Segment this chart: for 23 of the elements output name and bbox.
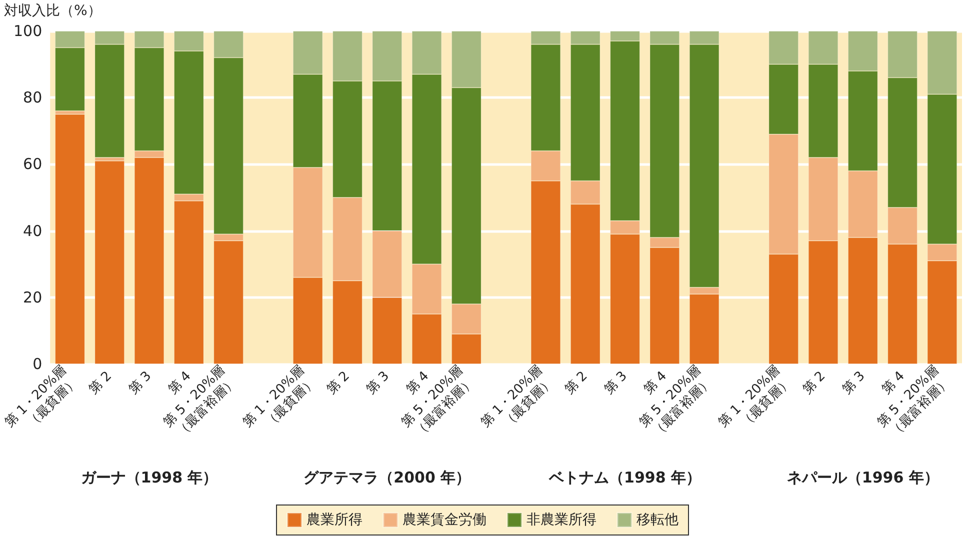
x-tick-label: 第 3: [602, 368, 630, 398]
legend-label: 移転他: [636, 512, 678, 528]
x-tick-label: 第 2: [800, 368, 829, 398]
x-tick-label: 第 3: [126, 368, 155, 398]
text: ガーナ（1998 年）: [80, 468, 218, 486]
x-tick-label: 第 2: [324, 368, 353, 398]
y-axis-title: 対収入比（%）: [4, 3, 102, 19]
legend-label: 農業所得: [306, 512, 362, 528]
y-tick-label: 80: [23, 88, 42, 107]
y-tick-label: 100: [13, 22, 42, 40]
legend-label: 非農業所得: [526, 512, 596, 528]
text: グアテマラ（2000 年）: [304, 468, 471, 486]
y-tick-label: 40: [23, 222, 42, 240]
y-tick-label: 0: [32, 355, 42, 373]
x-tick-label: 第 2: [86, 368, 115, 398]
y-tick-label: 60: [23, 155, 42, 174]
text: ネパール（1996 年）: [786, 468, 939, 486]
x-tick-label: 第 3: [840, 368, 868, 398]
x-tick-label: 第 3: [364, 368, 392, 398]
legend-label: 農業賃金労働: [402, 512, 486, 528]
text: ベトナム（1998 年）: [548, 468, 701, 486]
x-tick-label: 第 2: [562, 368, 591, 398]
y-tick-label: 20: [23, 288, 42, 306]
